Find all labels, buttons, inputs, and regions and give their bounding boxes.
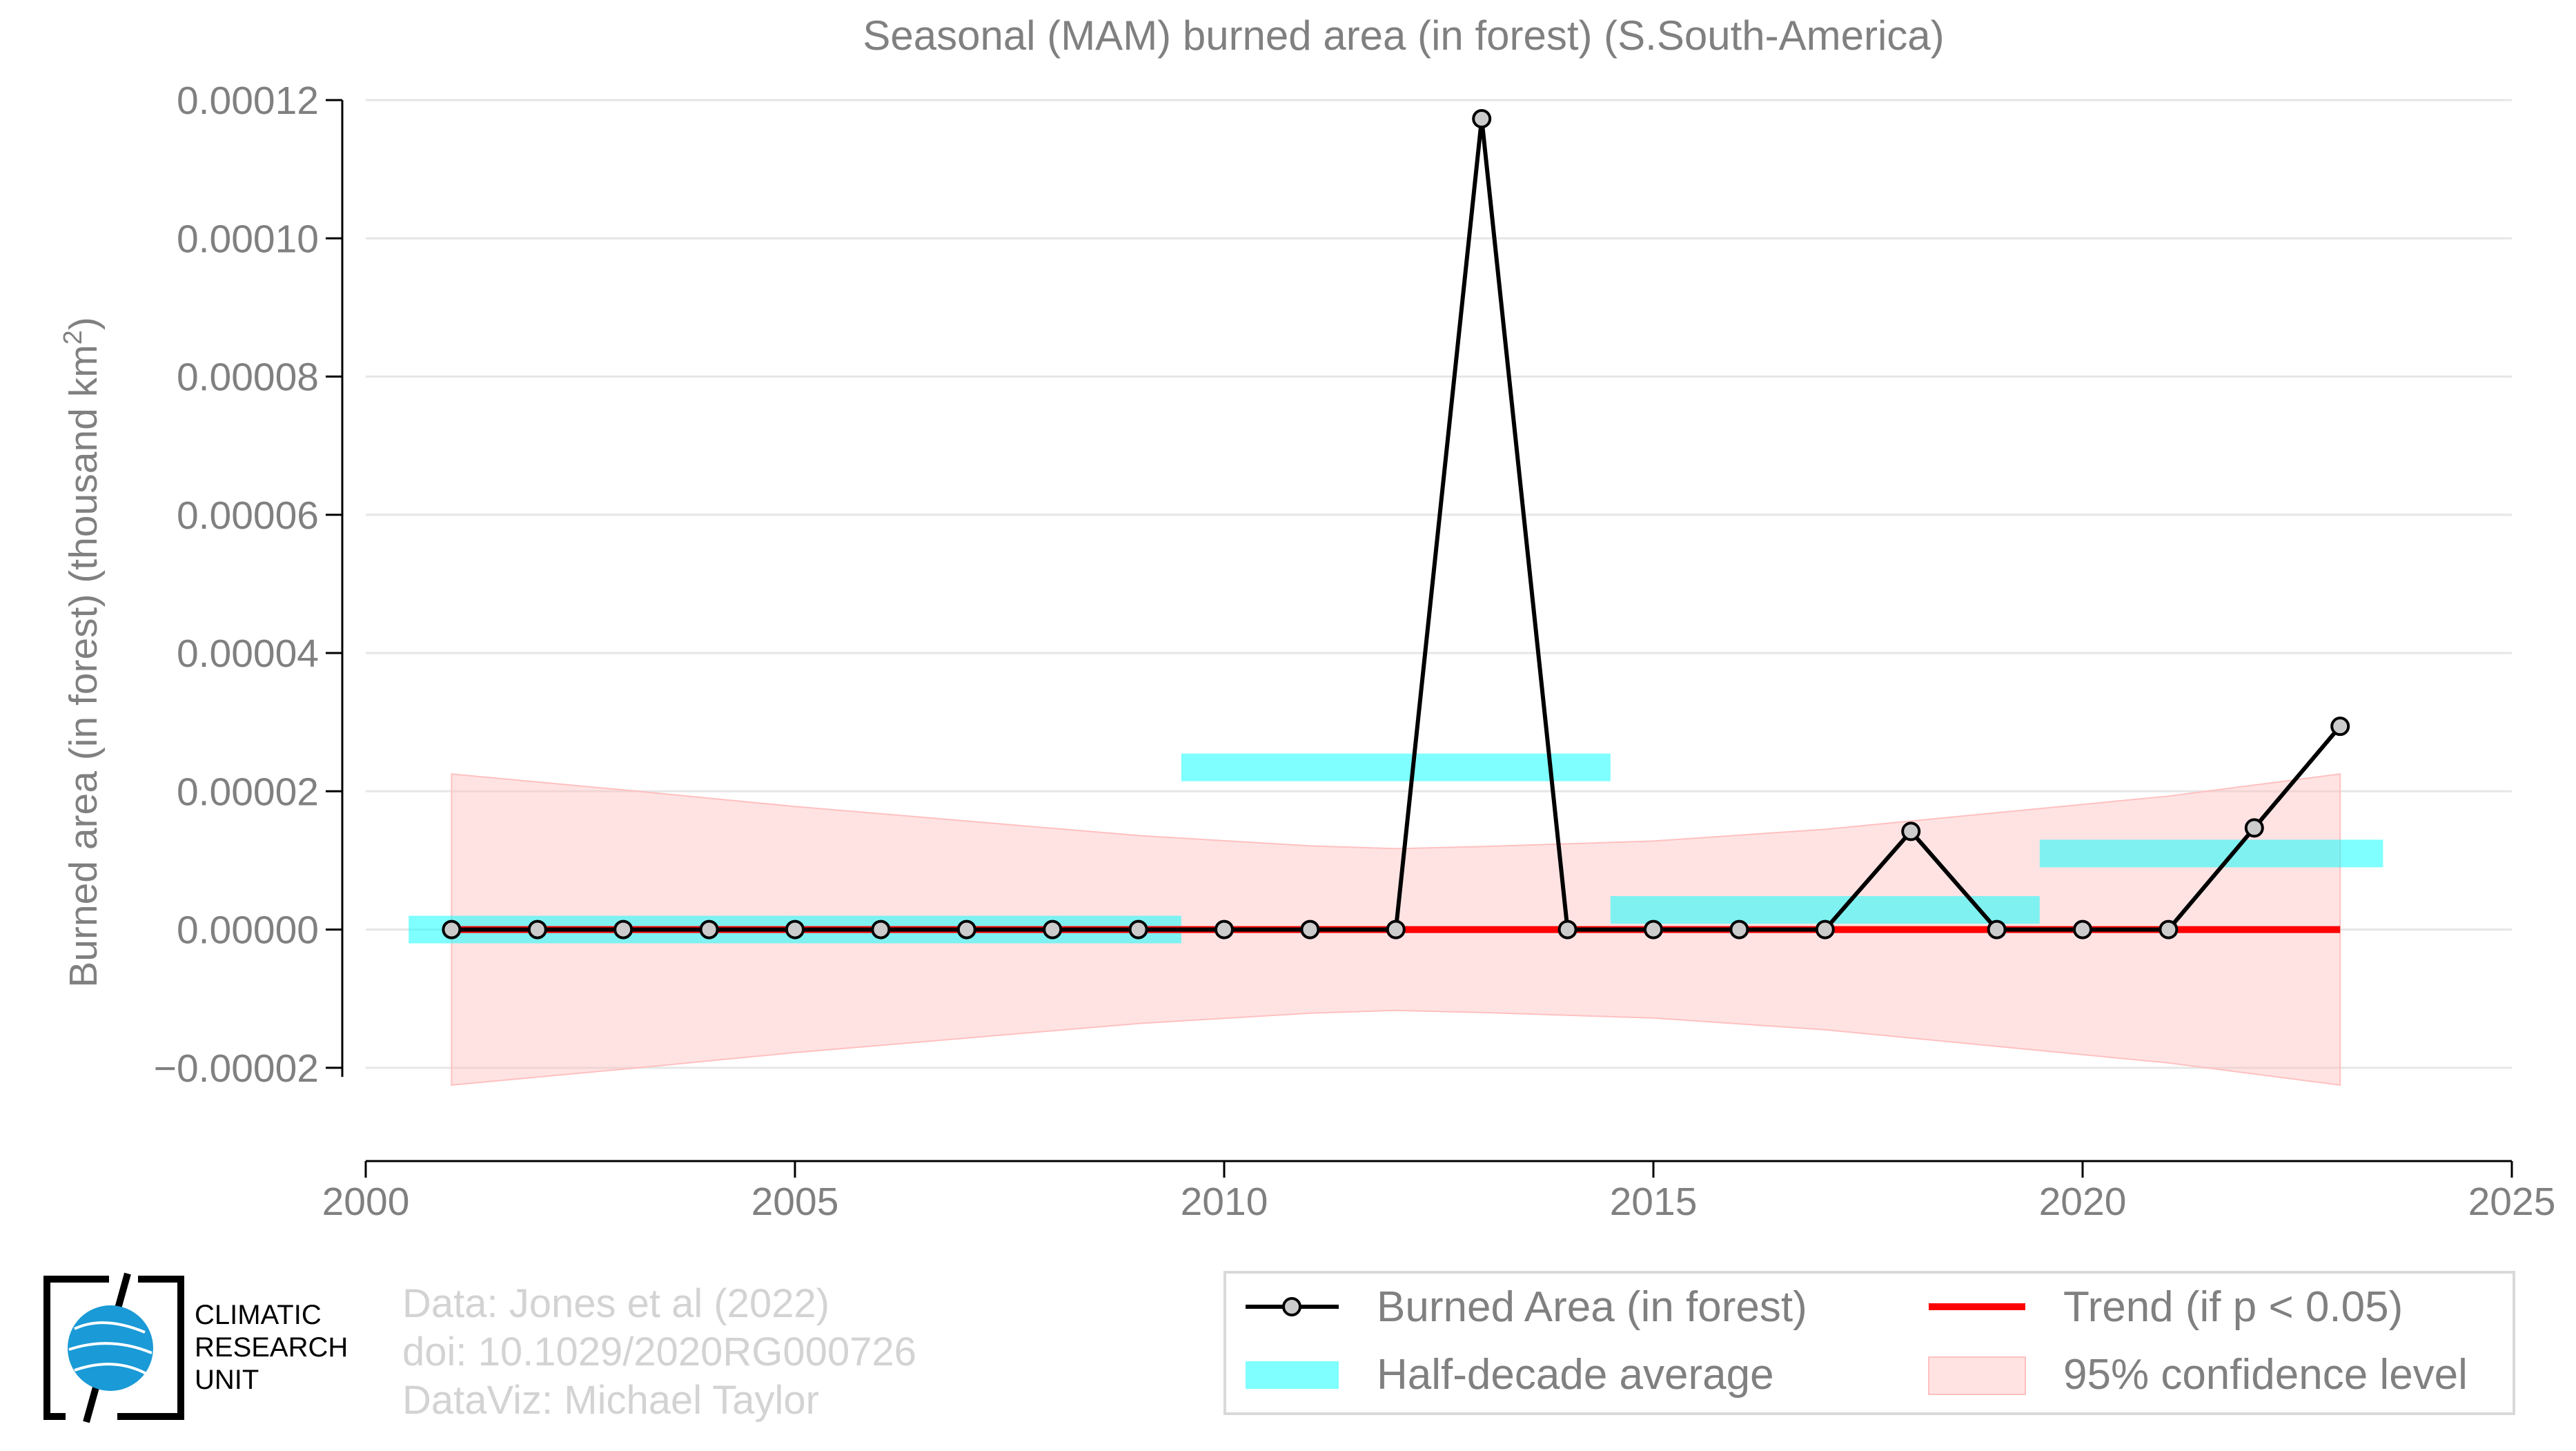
globe-swirl-2 <box>68 1342 153 1354</box>
data-point <box>2159 919 2179 939</box>
y-axis-label-end: ) <box>61 317 106 330</box>
half-decade-bar <box>1181 753 1611 781</box>
logo-bracket-right <box>117 1276 184 1420</box>
x-tick-label: 2000 <box>322 1180 410 1224</box>
data-point <box>1472 109 1492 129</box>
data-point <box>2330 717 2350 737</box>
y-axis-label-main: Burned area (in forest) (thousand km <box>61 344 106 987</box>
y-tick-label: 0.00010 <box>177 217 319 261</box>
legend-item-confidence: 95% confidence level <box>1928 1351 2468 1399</box>
y-tick-label: 0.00004 <box>177 632 319 676</box>
globe-swirl-1 <box>74 1321 146 1334</box>
x-tick-label: 2010 <box>1181 1180 1268 1224</box>
legend-item-half-decade: Half-decade average <box>1246 1351 1774 1399</box>
y-tick-label: 0.00006 <box>177 494 319 538</box>
y-axis-label-superscript: 2 <box>59 330 88 344</box>
chart-title: Seasonal (MAM) burned area (in forest) (… <box>863 12 1944 59</box>
cru-logo: CLIMATIC RESEARCH UNIT <box>43 1272 348 1423</box>
globe-swirl-3 <box>74 1363 147 1375</box>
legend-label-burned-area: Burned Area (in forest) <box>1377 1283 1807 1331</box>
legend: Burned Area (in forest) Trend (if p < 0.… <box>1223 1271 2515 1415</box>
data-point <box>2244 818 2264 838</box>
data-point <box>1215 919 1234 939</box>
data-point <box>1901 821 1921 841</box>
legend-swatch-half-decade <box>1246 1361 1339 1389</box>
legend-label-half-decade: Half-decade average <box>1377 1351 1774 1399</box>
data-point <box>1300 919 1320 939</box>
y-tick-label: 0.00000 <box>177 908 319 953</box>
y-tick-label: 0.00008 <box>177 356 319 400</box>
legend-label-trend: Trend (if p < 0.05) <box>2063 1283 2403 1331</box>
x-tick-label: 2025 <box>2468 1180 2556 1224</box>
half-decade-bar <box>2039 839 2383 868</box>
data-point <box>785 919 805 939</box>
logo-bracket-left <box>43 1276 109 1420</box>
x-ticks: 2000 2005 2010 2015 2020 2025 <box>322 1161 2556 1224</box>
data-point <box>1386 919 1406 939</box>
legend-box <box>1223 1271 2515 1415</box>
credit-dataviz: DataViz: Michael Taylor <box>402 1378 819 1423</box>
data-point <box>1815 919 1835 939</box>
data-point <box>699 919 719 939</box>
y-axis-label: Burned area (in forest) (thousand km2) <box>59 317 106 988</box>
logo-text-unit: UNIT <box>195 1365 259 1395</box>
data-point <box>956 919 976 939</box>
data-point <box>527 919 547 939</box>
half-decade-bar <box>1610 896 2040 924</box>
credit-doi: doi: 10.1029/2020RG000726 <box>402 1330 916 1374</box>
data-point <box>442 919 462 939</box>
logo-text-research: RESEARCH <box>195 1332 348 1363</box>
legend-item-trend: Trend (if p < 0.05) <box>1929 1283 2403 1331</box>
y-ticks: −0.00002 0.00000 0.00002 0.00004 0.00006 0.00… <box>154 79 342 1091</box>
data-point <box>1644 919 1663 939</box>
x-tick-label: 2020 <box>2039 1180 2127 1224</box>
logo-text-climatic: CLIMATIC <box>195 1300 322 1330</box>
y-tick-label: 0.00012 <box>177 79 319 123</box>
y-tick-label: 0.00002 <box>177 770 319 814</box>
data-point <box>1987 919 2007 939</box>
legend-swatch-confidence <box>1928 1356 2026 1395</box>
burned-area-series <box>442 109 2350 939</box>
legend-item-burned-area: Burned Area (in forest) <box>1246 1283 1807 1331</box>
data-point <box>871 919 891 939</box>
x-tick-label: 2015 <box>1610 1180 1698 1224</box>
data-point <box>1729 919 1749 939</box>
data-point <box>1128 919 1148 939</box>
legend-marker-burned-area <box>1282 1297 1301 1316</box>
data-point <box>2073 919 2092 939</box>
data-point <box>1557 919 1577 939</box>
credit-data-source: Data: Jones et al (2022) <box>402 1281 829 1326</box>
legend-label-confidence: 95% confidence level <box>2063 1351 2468 1399</box>
x-tick-label: 2005 <box>751 1180 839 1224</box>
y-tick-label: −0.00002 <box>154 1046 319 1091</box>
data-point <box>1043 919 1063 939</box>
data-point <box>613 919 633 939</box>
